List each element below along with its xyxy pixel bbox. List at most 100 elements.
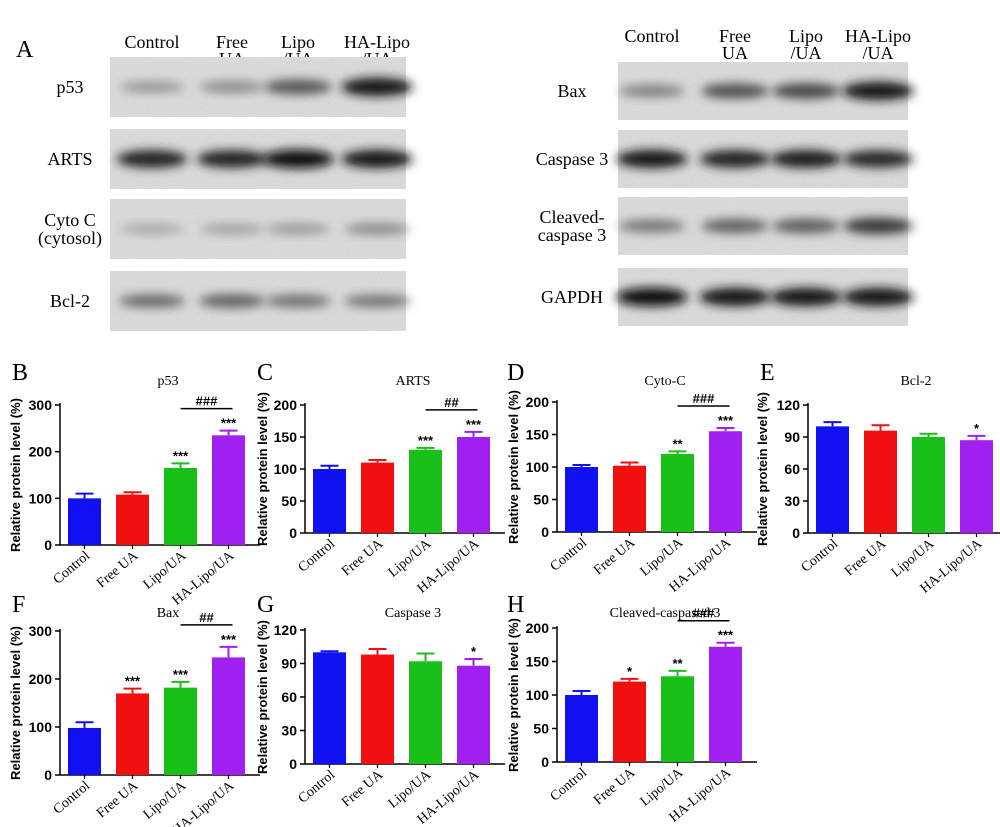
blot-band	[842, 150, 914, 168]
significance-mark: *	[974, 421, 980, 436]
y-tick-label: 100	[526, 459, 550, 475]
bar	[709, 431, 742, 532]
y-tick-label: 30	[281, 723, 297, 739]
bar	[116, 494, 149, 545]
lane-label: Control	[624, 26, 679, 46]
blot-group-left: ControlFreeUALipo/UAHA-Lipo/UAp53ARTSCyt…	[38, 32, 413, 331]
panel-letter: B	[12, 360, 28, 386]
lane-label: Lipo	[789, 26, 823, 46]
chart-f: F Bax Relative protein level (%) 0 100 200 300…	[8, 592, 260, 827]
significance-mark: ***	[418, 433, 434, 448]
significance-mark: ***	[173, 667, 189, 682]
bar	[68, 727, 101, 775]
y-tick-label: 90	[784, 429, 800, 445]
bar	[313, 469, 346, 533]
category-label: Free UA	[339, 536, 387, 579]
lane-label: UA	[722, 43, 748, 63]
lane-label: HA-Lipo	[845, 26, 911, 46]
blot-row-label: caspase 3	[538, 225, 606, 245]
panel-letter-a: A	[16, 37, 34, 63]
panel-letter: D	[507, 360, 524, 386]
panel-letter: E	[760, 360, 775, 386]
chart-e: E Bcl-2 Relative protein level (%) 0 30 60 90 1…	[755, 360, 1000, 597]
y-tick-label: 200	[526, 620, 550, 636]
y-tick-label: 50	[533, 721, 549, 737]
blot-band	[770, 149, 842, 169]
y-tick-label: 300	[29, 397, 53, 413]
blot-group-right: Control FreeUALipo/UAHA-Lipo/UABaxCaspase…	[536, 26, 914, 326]
lane-label: /UA	[863, 43, 894, 63]
y-tick-label: 60	[281, 689, 297, 705]
blot-row-label: Cyto C	[44, 210, 96, 230]
chart-title: Cyto-C	[644, 374, 685, 389]
y-tick-label: 60	[784, 461, 800, 477]
category-label: Free UA	[591, 535, 639, 578]
blot-band	[198, 294, 266, 308]
chart-c: C ARTS Relative protein level (%) 0 50 100 150…	[255, 360, 505, 597]
y-tick-label: 90	[281, 656, 297, 672]
bar	[409, 449, 442, 533]
blot-band	[700, 83, 770, 99]
significance-mark: ***	[221, 416, 237, 431]
comparison-label: ###	[693, 606, 715, 621]
y-tick-label: 0	[289, 756, 297, 772]
bar	[912, 437, 945, 533]
chart-h: H Cleaved-caspased 3 Relative protein leve…	[506, 592, 757, 826]
y-tick-label: 0	[289, 525, 297, 541]
bar	[613, 465, 646, 532]
blot-row-label: GAPDH	[541, 287, 603, 307]
comparison-label: ##	[444, 395, 459, 410]
blot-band	[701, 218, 769, 234]
bar	[313, 652, 346, 764]
significance-mark: ***	[125, 674, 141, 689]
bar	[661, 676, 694, 762]
lane-label: HA-Lipo	[344, 32, 410, 52]
blot-band	[120, 223, 184, 235]
blot-band	[842, 81, 914, 101]
western-blot-panel: AControlFreeUALipo/UAHA-Lipo/UAp53ARTSCy…	[16, 26, 914, 331]
significance-mark: *	[627, 664, 633, 679]
blot-row-label: Bcl-2	[50, 291, 90, 311]
y-tick-label: 50	[533, 492, 549, 508]
bar	[409, 661, 442, 764]
chart-title: Bax	[157, 606, 180, 621]
blot-row-label: (cytosol)	[38, 228, 102, 249]
blot-band	[619, 219, 685, 233]
y-tick-label: 30	[784, 493, 800, 509]
bar	[816, 426, 849, 533]
bar	[565, 467, 598, 532]
blot-band	[341, 149, 413, 169]
y-tick-label: 100	[29, 719, 53, 735]
bar	[960, 440, 993, 533]
panel-letter: F	[12, 592, 25, 618]
category-label: Control	[296, 537, 338, 576]
comparison-label: ##	[199, 610, 214, 625]
blot-band	[344, 294, 410, 308]
blot-band	[344, 223, 410, 235]
y-tick-label: 0	[792, 525, 800, 541]
y-tick-label: 150	[526, 427, 550, 443]
y-tick-label: 0	[541, 524, 549, 540]
lane-label: Lipo	[281, 32, 315, 52]
blot-band	[699, 150, 771, 168]
blot-band	[118, 294, 186, 308]
significance-mark: **	[672, 656, 683, 671]
blot-row-label: Caspase 3	[536, 149, 608, 169]
chart-title: Bcl-2	[900, 374, 931, 389]
significance-mark: ***	[173, 448, 189, 463]
blot-band	[196, 150, 268, 168]
y-tick-label: 200	[274, 397, 298, 413]
y-tick-label: 120	[777, 397, 801, 413]
blot-row-label: ARTS	[48, 149, 93, 169]
y-tick-label: 100	[526, 687, 550, 703]
blot-row-label: p53	[57, 77, 84, 97]
category-label: Free UA	[842, 536, 890, 579]
category-label: Free UA	[94, 548, 142, 591]
lane-label: /UA	[791, 43, 822, 63]
comparison-label: ###	[196, 394, 218, 409]
y-tick-label: 0	[44, 537, 52, 553]
bar	[709, 646, 742, 762]
